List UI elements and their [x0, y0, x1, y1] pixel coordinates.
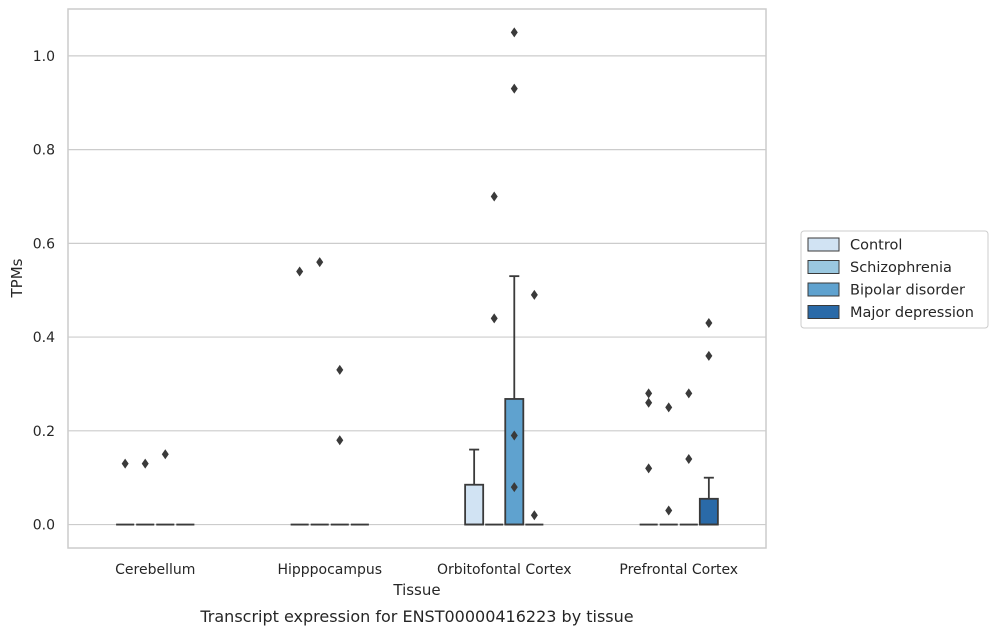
box-group: [659, 402, 678, 526]
legend-label: Major depression: [850, 305, 974, 321]
plot-background: [68, 9, 766, 548]
outlier-point: [685, 388, 693, 399]
box-group: [698, 318, 719, 526]
outlier-point: [141, 458, 149, 469]
outlier-point: [121, 458, 129, 469]
outlier-point: [685, 453, 693, 464]
outlier-point: [645, 397, 653, 408]
legend-label: Schizophrenia: [850, 260, 952, 276]
y-tick-label: 0.0: [33, 518, 55, 534]
box-group: [330, 364, 349, 526]
box-group: [679, 388, 698, 526]
outlier-point: [336, 364, 344, 375]
outlier-point: [510, 27, 518, 38]
outlier-point: [705, 318, 713, 329]
box: [464, 483, 485, 526]
outlier-point: [530, 510, 538, 521]
legend-swatch: [807, 282, 840, 297]
legend: Control Schizophrenia Bipolar disorder Majo…: [800, 230, 989, 329]
outlier-point: [490, 191, 498, 202]
outlier-point: [316, 257, 324, 268]
y-tick-label: 0.6: [33, 236, 55, 252]
legend-label: Control: [850, 238, 902, 254]
outlier-point: [645, 463, 653, 474]
y-tick-label: 1.0: [33, 49, 55, 65]
outlier-point: [161, 449, 169, 460]
x-axis-label: Tissue: [392, 581, 440, 599]
y-tick-label: 0.4: [33, 330, 55, 346]
box-group: [116, 458, 135, 526]
box-group: [525, 289, 544, 526]
box-group: [504, 27, 525, 526]
outlier-point: [510, 430, 518, 441]
legend-swatch: [807, 260, 840, 274]
box-group: [290, 266, 309, 526]
box-group: [639, 388, 658, 526]
boxplot-series: [116, 27, 719, 526]
x-axis: Cerebellum Hipppocampus Orbitofontal Corte…: [115, 562, 738, 578]
x-tick-label: Prefrontal Cortex: [619, 562, 738, 578]
outlier-point: [296, 266, 304, 277]
legend-label: Bipolar disorder: [850, 283, 965, 299]
outlier-point: [510, 83, 518, 94]
box-group: [310, 257, 329, 526]
outlier-point: [510, 482, 518, 493]
legend-swatch: [807, 305, 840, 319]
y-axis: 0.0 0.2 0.4 0.6 0.8 1.0: [33, 49, 55, 534]
chart-caption: Transcript expression for ENST0000041622…: [199, 607, 633, 626]
legend-frame: [800, 230, 989, 329]
box-group: [485, 191, 504, 526]
outlier-point: [705, 350, 713, 361]
outlier-point: [665, 402, 673, 413]
outlier-point: [665, 505, 673, 516]
outlier-point: [490, 313, 498, 324]
x-tick-label: Cerebellum: [115, 562, 195, 578]
box: [698, 497, 719, 526]
box-group: [136, 458, 155, 526]
plot-frame: [67, 8, 767, 549]
y-tick-label: 0.2: [33, 424, 55, 440]
outlier-point: [645, 388, 653, 399]
box: [504, 398, 525, 526]
box-group: [464, 448, 485, 526]
legend-swatch: [807, 237, 840, 252]
y-axis-label: TPMs: [8, 258, 26, 298]
box-group: [156, 449, 175, 526]
x-tick-label: Orbitofontal Cortex: [437, 562, 572, 578]
outlier-point: [530, 289, 538, 300]
x-tick-label: Hipppocampus: [277, 562, 382, 578]
y-tick-label: 0.8: [33, 143, 55, 159]
outlier-point: [336, 435, 344, 446]
